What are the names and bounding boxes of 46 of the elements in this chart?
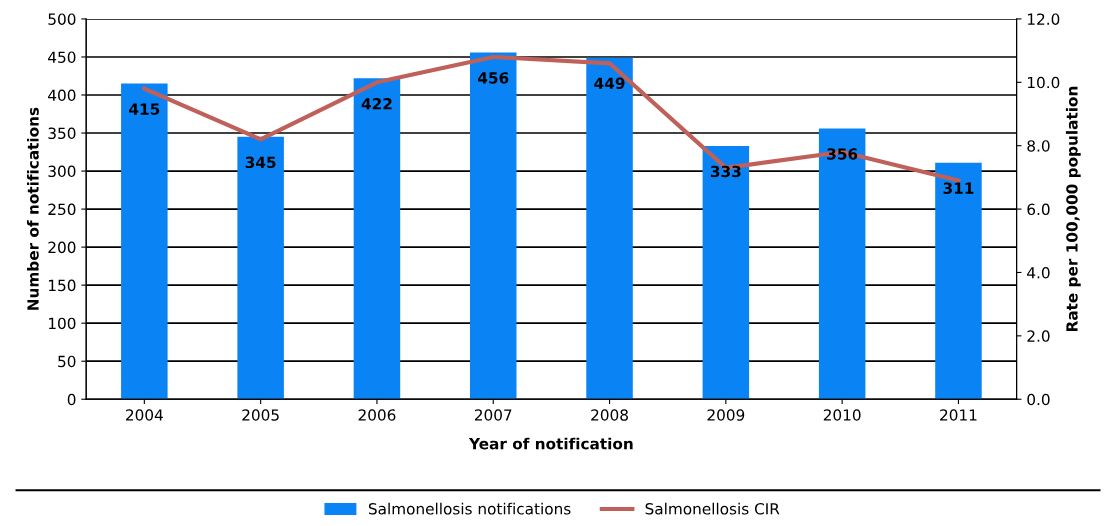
y2-axis-title: Rate per 100,000 population <box>1065 86 1081 332</box>
bar <box>935 162 982 400</box>
y2-tick-label: 8.0 <box>1027 140 1050 152</box>
x-axis-title: Year of notification <box>468 437 633 450</box>
bar <box>353 78 401 400</box>
bar <box>121 83 168 400</box>
y-tick-label: 300 <box>48 165 76 178</box>
x-tick-label: 2008 <box>591 409 628 421</box>
legend-label: Salmonellosis CIR <box>645 502 780 515</box>
y2-tick-label: 10.0 <box>1028 76 1060 89</box>
y-tick-label: 0 <box>67 393 76 406</box>
y2-tick-label: 4.0 <box>1027 266 1050 279</box>
data-label: 415 <box>129 103 160 115</box>
data-label: 345 <box>245 156 276 169</box>
x-tick-label: 2007 <box>474 409 512 421</box>
data-label: 456 <box>477 72 509 84</box>
bar <box>818 128 866 400</box>
bar <box>469 52 517 400</box>
bar <box>702 145 750 400</box>
y2-tick-label: 0.0 <box>1027 393 1050 406</box>
x-tick-label: 2009 <box>707 409 745 421</box>
y-tick-label: 200 <box>48 241 76 254</box>
x-tick-label: 2004 <box>126 409 163 421</box>
x-tick-label: 2005 <box>242 409 279 421</box>
y-tick-label: 450 <box>48 51 76 63</box>
bar <box>586 57 633 400</box>
y-tick-label: 500 <box>48 13 76 25</box>
y-axis-title: Number of notifications <box>26 107 39 310</box>
bar <box>237 136 284 400</box>
x-tick-label: 2010 <box>823 409 861 421</box>
data-label: 449 <box>594 77 625 89</box>
x-tick-label: 2011 <box>940 409 977 421</box>
y2-tick-label: 2.0 <box>1027 330 1050 342</box>
data-label: 422 <box>361 97 392 110</box>
x-tick-label: 2006 <box>358 409 396 421</box>
y-tick-label: 250 <box>48 203 76 216</box>
y2-tick-label: 6.0 <box>1027 203 1050 216</box>
data-label: 333 <box>710 165 741 178</box>
legend-label: Salmonellosis notifications <box>368 502 571 515</box>
y-tick-label: 400 <box>48 89 76 102</box>
data-label: 311 <box>943 182 974 194</box>
y-tick-label: 100 <box>48 317 76 330</box>
y-tick-label: 50 <box>58 355 76 368</box>
y-tick-label: 350 <box>48 127 76 140</box>
y-tick-label: 150 <box>48 279 76 292</box>
y2-tick-label: 12.0 <box>1028 13 1060 25</box>
